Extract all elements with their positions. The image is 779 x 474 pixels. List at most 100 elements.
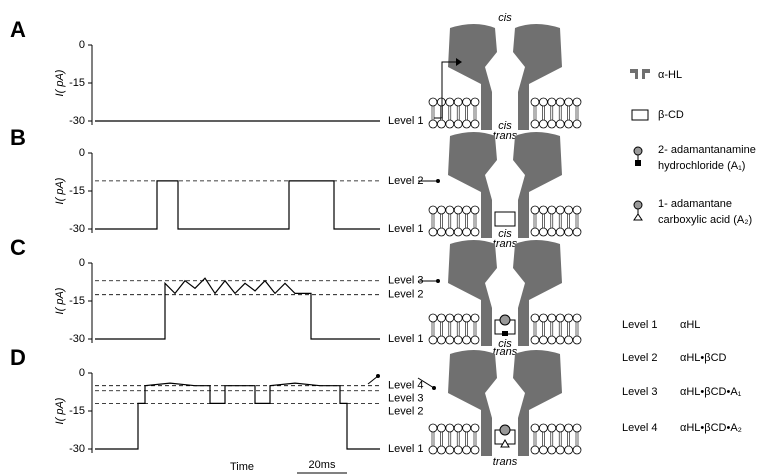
- lipid-head: [573, 424, 581, 432]
- lipid-head: [437, 336, 445, 344]
- lipid-head: [454, 206, 462, 214]
- lipid-head: [429, 446, 437, 454]
- lipid-head: [556, 424, 564, 432]
- lipid-head: [471, 314, 479, 322]
- lipid-head: [539, 336, 547, 344]
- lipid-head: [548, 336, 556, 344]
- pore-right: [513, 24, 562, 130]
- y-tick-label: -15: [69, 185, 85, 197]
- panel-label: D: [10, 345, 26, 370]
- lipid-head: [446, 336, 454, 344]
- lipid-head: [565, 314, 573, 322]
- level-label: Level 3: [388, 393, 423, 405]
- lipid-head: [437, 446, 445, 454]
- lipid-head: [531, 336, 539, 344]
- lipid-head: [565, 98, 573, 106]
- icon-ahl: [630, 69, 650, 79]
- lipid-head: [539, 424, 547, 432]
- cis-label: cis: [498, 120, 512, 132]
- lipid-head: [446, 228, 454, 236]
- y-tick-label: 0: [79, 367, 85, 379]
- cis-label: cis: [498, 12, 512, 24]
- lipid-head: [565, 206, 573, 214]
- a1-group: [502, 331, 508, 336]
- lipid-head: [471, 98, 479, 106]
- legend-text: β-CD: [658, 109, 684, 121]
- lipid-head: [471, 228, 479, 236]
- pore-right: [513, 132, 562, 238]
- y-tick-label: -30: [69, 223, 85, 235]
- lipid-head: [573, 206, 581, 214]
- arrowhead: [436, 279, 440, 283]
- y-tick-label: 0: [79, 257, 85, 269]
- lipid-head: [556, 98, 564, 106]
- key-level: Level 2: [622, 352, 657, 364]
- lipid-head: [463, 98, 471, 106]
- lipid-head: [539, 314, 547, 322]
- lipid-head: [454, 424, 462, 432]
- lipid-head: [471, 424, 479, 432]
- level-label: Level 1: [388, 333, 423, 345]
- key-level: Level 4: [622, 422, 657, 434]
- lipid-head: [531, 206, 539, 214]
- icon-head: [634, 147, 642, 155]
- x-axis-label: Time: [230, 461, 254, 473]
- lipid-head: [573, 228, 581, 236]
- panel-label: B: [10, 125, 26, 150]
- lipid-head: [556, 314, 564, 322]
- lipid-head: [531, 98, 539, 106]
- key-level: Level 1: [622, 319, 657, 331]
- key-complex: αHL•βCD: [680, 352, 727, 364]
- lipid-head: [548, 314, 556, 322]
- lipid-head: [539, 446, 547, 454]
- y-tick-label: -15: [69, 77, 85, 89]
- lipid-head: [429, 228, 437, 236]
- lipid-head: [437, 314, 445, 322]
- cis-label: cis: [498, 338, 512, 350]
- arrowhead: [436, 179, 440, 183]
- icon-bcd: [632, 110, 648, 120]
- lipid-head: [565, 120, 573, 128]
- level-label: Level 1: [388, 443, 423, 455]
- legend-text: hydrochloride (A₁): [658, 160, 745, 172]
- lipid-head: [463, 120, 471, 128]
- lipid-head: [446, 424, 454, 432]
- lipid-head: [539, 120, 547, 128]
- trace: [95, 278, 380, 339]
- lipid-head: [556, 446, 564, 454]
- lipid-head: [565, 446, 573, 454]
- icon-a1: [635, 160, 641, 166]
- lipid-head: [539, 98, 547, 106]
- y-axis-label: I( pA): [54, 69, 66, 96]
- lipid-head: [531, 120, 539, 128]
- lipid-head: [463, 314, 471, 322]
- key-complex: αHL: [680, 319, 700, 331]
- lipid-head: [531, 314, 539, 322]
- y-axis-label: I( pA): [54, 177, 66, 204]
- pore-left: [448, 24, 497, 130]
- y-tick-label: -15: [69, 295, 85, 307]
- lipid-head: [548, 206, 556, 214]
- lipid-head: [446, 206, 454, 214]
- lipid-head: [548, 446, 556, 454]
- lipid-head: [548, 120, 556, 128]
- adamantane: [500, 315, 510, 325]
- lipid-head: [446, 120, 454, 128]
- lipid-head: [446, 314, 454, 322]
- pore-right: [513, 350, 562, 456]
- lipid-head: [437, 228, 445, 236]
- cis-label: cis: [498, 228, 512, 240]
- pore-left: [448, 240, 497, 346]
- lipid-head: [531, 446, 539, 454]
- adamantane: [500, 425, 510, 435]
- lipid-head: [556, 228, 564, 236]
- key-level: Level 3: [622, 386, 657, 398]
- panel-label: C: [10, 235, 26, 260]
- figure: AI( pA)0-15-30Level 1BI( pA)0-15-30Level…: [0, 0, 779, 474]
- trace: [95, 383, 380, 449]
- lipid-head: [429, 98, 437, 106]
- pore-left: [448, 132, 497, 238]
- lipid-head: [565, 228, 573, 236]
- lipid-head: [548, 424, 556, 432]
- pore-right: [513, 240, 562, 346]
